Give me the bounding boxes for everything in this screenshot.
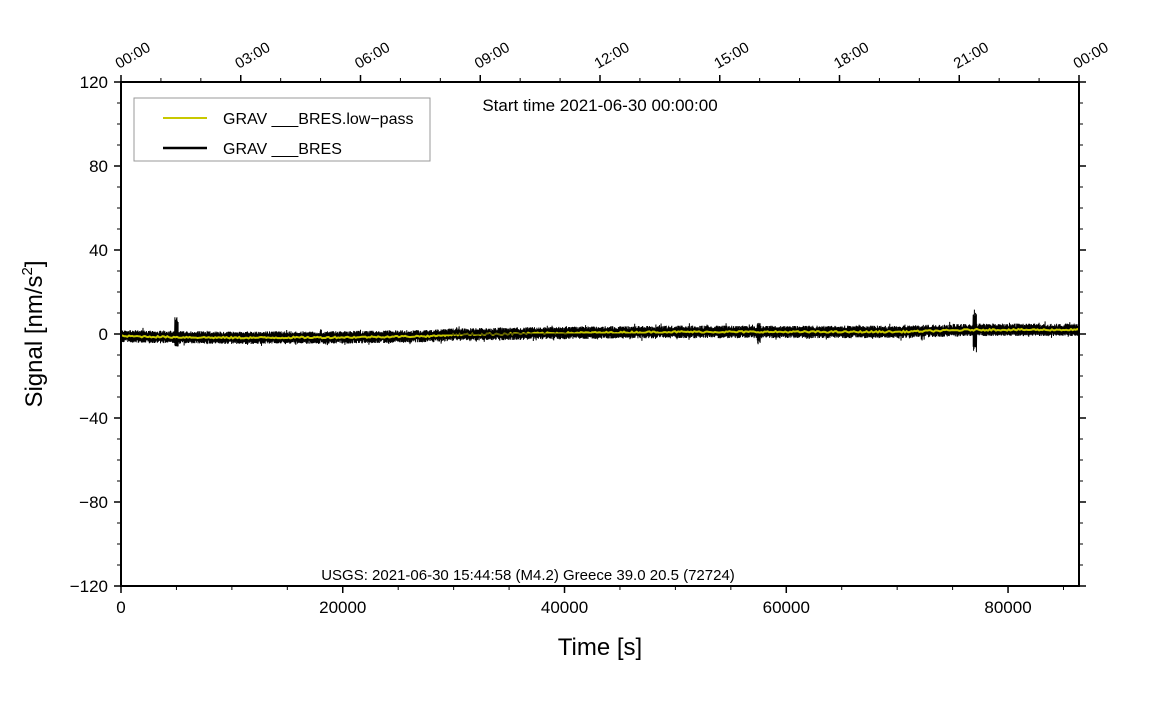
y-tick-label: 0 <box>99 325 108 344</box>
top-tick-label: 00:00 <box>113 39 154 72</box>
x-tick-label: 60000 <box>763 598 810 617</box>
x-tick-label: 40000 <box>541 598 588 617</box>
y-tick-label: −80 <box>79 493 108 512</box>
signal-traces <box>120 309 1080 353</box>
y-tick-label: 40 <box>89 241 108 260</box>
y-tick-label: −120 <box>70 577 108 596</box>
legend-box <box>133 97 431 162</box>
top-tick-label: 12:00 <box>592 39 633 72</box>
top-tick-label: 03:00 <box>232 39 273 72</box>
legend-label-lowpass: GRAV ___BRES.low−pass <box>223 111 413 128</box>
y-tick-label: 120 <box>80 73 108 92</box>
top-tick-label: 15:00 <box>711 39 752 72</box>
y-tick-label: −40 <box>79 409 108 428</box>
top-tick-label: 09:00 <box>472 39 513 72</box>
top-tick-label: 21:00 <box>951 39 992 72</box>
x-tick-label: 20000 <box>319 598 366 617</box>
legend-label-raw: GRAV ___BRES <box>223 141 342 158</box>
lowpass-signal-line <box>120 327 1080 340</box>
chart-title: Start time 2021-06-30 00:00:00 <box>482 96 717 115</box>
top-tick-label: 06:00 <box>352 39 393 72</box>
y-tick-label: 80 <box>89 157 108 176</box>
legend: GRAV ___BRES.low−pass GRAV ___BRES <box>133 97 431 162</box>
x-tick-label: 80000 <box>984 598 1031 617</box>
x-tick-label: 0 <box>116 598 125 617</box>
raw-signal-line <box>120 309 1080 353</box>
y-axis-label: Signal [nm/s2] <box>19 260 48 407</box>
top-tick-label: 00:00 <box>1071 39 1112 72</box>
top-tick-label: 18:00 <box>831 39 872 72</box>
event-annotation: USGS: 2021-06-30 15:44:58 (M4.2) Greece … <box>321 567 735 584</box>
x-axis-label: Time [s] <box>558 634 642 661</box>
